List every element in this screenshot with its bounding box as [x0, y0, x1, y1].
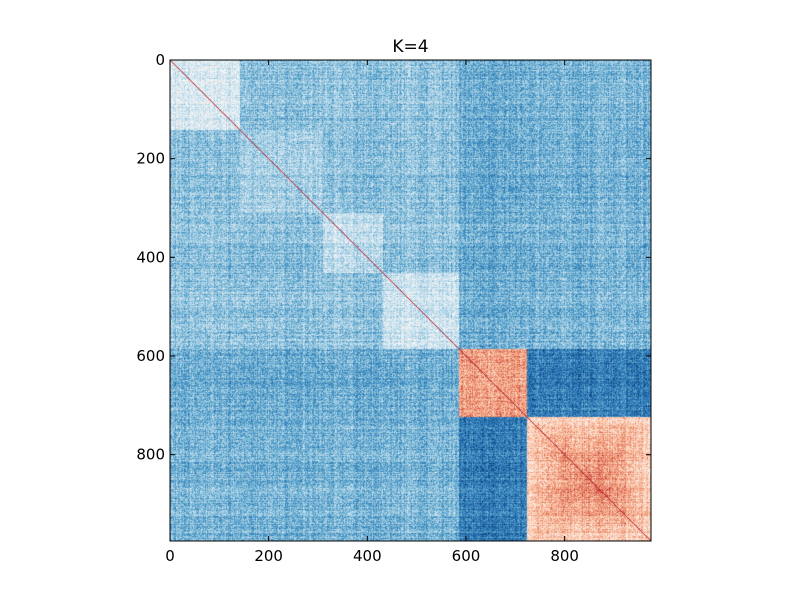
plot-frame [169, 59, 652, 542]
x-tick-label: 400 [353, 547, 382, 565]
y-tick-label: 200 [136, 150, 165, 168]
chart-title: K=4 [392, 37, 428, 57]
y-tick-label: 600 [136, 347, 165, 365]
x-axis: 0 200 400 600 800 [165, 60, 579, 565]
y-tick-label: 400 [136, 248, 165, 266]
y-axis: 0 200 400 600 800 [136, 51, 651, 464]
heatmap-image [170, 60, 651, 541]
x-tick-label: 600 [452, 547, 481, 565]
x-tick-label: 800 [550, 547, 579, 565]
x-tick-label: 0 [165, 547, 175, 565]
y-tick-label: 800 [136, 446, 165, 464]
x-tick-label: 200 [254, 547, 283, 565]
y-tick-label: 0 [155, 51, 165, 69]
